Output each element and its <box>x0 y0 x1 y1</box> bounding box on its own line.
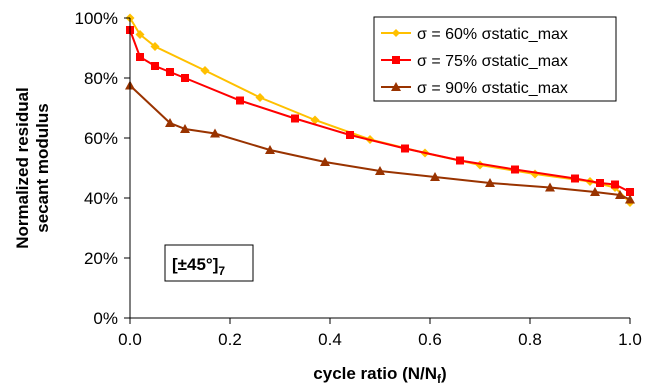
data-point-sigma-90 <box>265 145 275 154</box>
y-tick-label: 80% <box>84 69 118 88</box>
data-point-sigma-75 <box>511 165 519 174</box>
data-point-sigma-75 <box>166 68 174 76</box>
y-ticks: 0% 20% 40% 60% 80% 100% <box>75 9 130 328</box>
x-tick-label: 0.2 <box>218 330 242 349</box>
data-point-sigma-60 <box>200 66 210 75</box>
series-layer <box>125 13 635 207</box>
data-point-sigma-60 <box>135 30 145 39</box>
data-point-sigma-75 <box>136 53 144 61</box>
data-point-sigma-90 <box>545 182 555 192</box>
data-point-sigma-90 <box>590 187 600 196</box>
data-point-sigma-90 <box>375 166 385 175</box>
legend-label: σ = 60% σstatic_max <box>417 26 568 43</box>
legend-label: σ = 90% σstatic_max <box>417 80 568 97</box>
data-point-sigma-90 <box>180 124 190 133</box>
data-point-sigma-75 <box>236 96 244 105</box>
x-axis-title: cycle ratio (N/Nf) <box>313 364 446 386</box>
data-point-sigma-60 <box>150 42 160 51</box>
data-point-sigma-75 <box>456 156 464 165</box>
data-point-sigma-75 <box>596 179 604 187</box>
data-point-sigma-90 <box>485 178 495 187</box>
data-point-sigma-75 <box>611 180 619 189</box>
series-sigma-90 <box>125 80 635 204</box>
annotation-subscript: 7 <box>218 264 225 278</box>
legend-item: σ = 90% σstatic_max <box>381 80 568 97</box>
x-axis-title-text: cycle ratio (N/N <box>313 364 437 383</box>
y-axis-title-line2: secant modulus <box>33 103 52 232</box>
y-tick-label: 40% <box>84 189 118 208</box>
legend-item: σ = 75% σstatic_max <box>381 53 568 70</box>
data-point-sigma-60 <box>310 115 320 125</box>
data-point-sigma-75 <box>626 188 634 196</box>
data-point-sigma-90 <box>165 118 175 127</box>
legend-triangle-marker <box>391 82 401 91</box>
y-tick-label: 0% <box>93 309 118 328</box>
x-tick-label: 0.8 <box>518 330 542 349</box>
x-tick-label: 0.6 <box>418 330 442 349</box>
annotation-label: [±45°]7 <box>172 255 225 278</box>
x-ticks: 0.0 0.2 0.4 0.6 0.8 1.0 <box>118 318 642 349</box>
x-axis-title-subscript: f <box>437 372 442 386</box>
x-tick-label: 1.0 <box>618 330 642 349</box>
data-point-sigma-75 <box>151 62 159 70</box>
data-point-sigma-60 <box>255 93 265 102</box>
data-point-sigma-90 <box>210 128 220 138</box>
annotation-box <box>164 244 254 282</box>
legend-square-marker <box>392 56 400 64</box>
legend: σ = 60% σstatic_max σ = 75% σstatic_max … <box>373 16 617 102</box>
data-point-sigma-90 <box>625 194 635 204</box>
x-axis-title-close: ) <box>441 364 447 383</box>
legend-label: σ = 75% σstatic_max <box>417 53 568 70</box>
data-point-sigma-75 <box>181 74 189 82</box>
data-point-sigma-75 <box>401 144 409 153</box>
axes <box>129 18 630 319</box>
x-tick-label: 0.0 <box>118 330 142 349</box>
data-point-sigma-75 <box>291 114 299 123</box>
legend-diamond-marker <box>392 29 400 37</box>
annotation-text: [±45°] <box>172 255 218 274</box>
y-axis-title: Normalized residual secant modulus <box>13 87 52 249</box>
data-point-sigma-75 <box>571 174 579 183</box>
data-point-sigma-75 <box>346 131 354 139</box>
y-tick-label: 20% <box>84 249 118 268</box>
data-point-sigma-90 <box>430 172 440 181</box>
data-point-sigma-90 <box>320 157 330 166</box>
y-axis-title-line1: Normalized residual <box>13 87 32 249</box>
layup-annotation: [±45°]7 <box>164 244 254 282</box>
y-tick-label: 60% <box>84 129 118 148</box>
y-tick-label: 100% <box>75 9 118 28</box>
legend-item: σ = 60% σstatic_max <box>381 26 568 43</box>
x-tick-label: 0.4 <box>318 330 342 349</box>
legend-box <box>373 16 617 102</box>
data-point-sigma-90 <box>615 190 625 199</box>
